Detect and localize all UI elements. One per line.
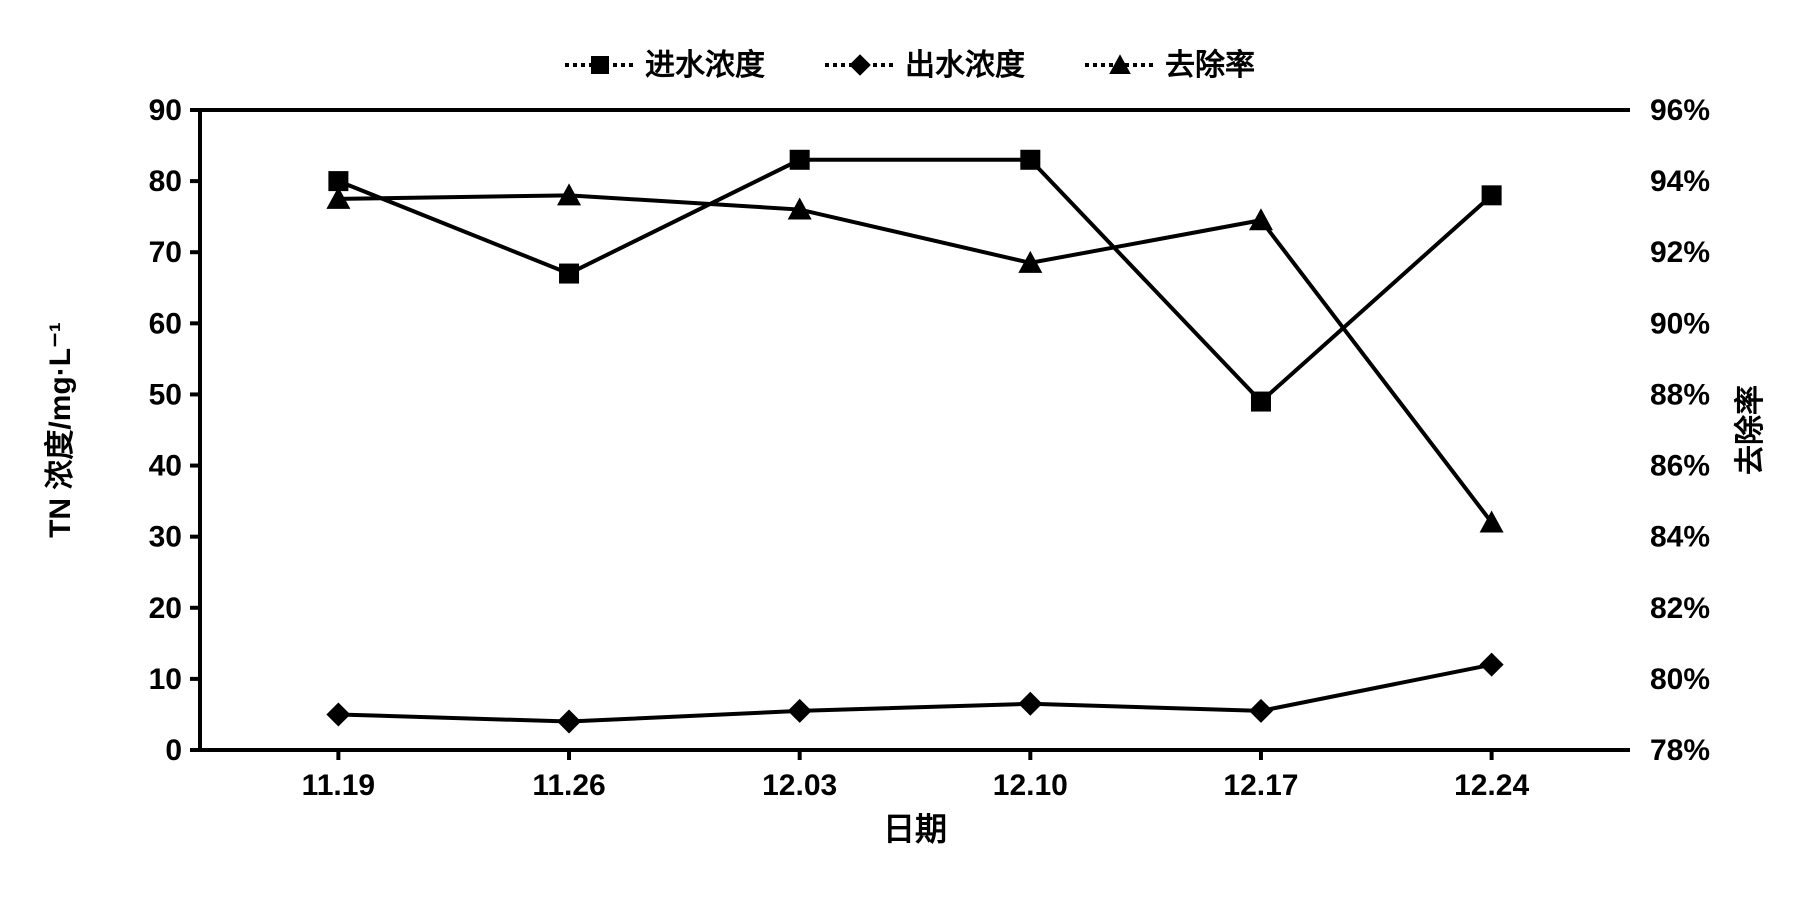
y-right-tick-label: 94%: [1650, 165, 1710, 198]
x-tick-label: 12.24: [1454, 769, 1529, 802]
y-left-tick-label: 30: [149, 521, 182, 554]
y-left-axis-label: TN 浓度/mg·L⁻¹: [44, 322, 77, 538]
y-left-tick-label: 40: [149, 450, 182, 483]
y-right-tick-label: 88%: [1650, 378, 1710, 411]
x-tick-label: 11.26: [532, 769, 605, 802]
y-left-tick-label: 70: [149, 236, 182, 269]
x-axis-label: 日期: [883, 811, 947, 847]
y-right-tick-label: 90%: [1650, 307, 1710, 340]
y-right-tick-label: 80%: [1650, 663, 1710, 696]
y-left-tick-label: 50: [149, 378, 182, 411]
chart-container: 0 10 20 30 40 50 60 70 80 90 TN 浓度/mg·L⁻¹ 78% 80% 82%…: [20, 20, 1819, 887]
x-tick-label: 11.19: [302, 769, 375, 802]
y-left-tick-label: 20: [149, 592, 182, 625]
y-left-tick-label: 80: [149, 165, 182, 198]
line-chart: 0 10 20 30 40 50 60 70 80 90 TN 浓度/mg·L⁻¹ 78% 80% 82%…: [20, 20, 1819, 887]
legend-label: 去除率: [1165, 48, 1255, 82]
y-right-axis-label: 去除率: [1733, 385, 1767, 475]
y-left-tick-label: 0: [165, 734, 182, 767]
x-tick-label: 12.17: [1223, 769, 1298, 802]
y-left-tick-label: 90: [149, 94, 182, 127]
legend-label: 出水浓度: [905, 49, 1025, 82]
y-right-tick-label: 84%: [1650, 521, 1710, 554]
legend-label: 进水浓度: [645, 49, 765, 82]
y-right-tick-label: 92%: [1650, 236, 1710, 269]
x-tick-label: 12.10: [993, 769, 1068, 802]
y-right-tick-label: 86%: [1650, 450, 1710, 483]
y-right-tick-label: 96%: [1650, 94, 1710, 127]
y-left-tick-label: 60: [149, 307, 182, 340]
y-right-tick-label: 78%: [1650, 734, 1710, 767]
y-right-tick-label: 82%: [1650, 592, 1710, 625]
x-tick-label: 12.03: [762, 769, 837, 802]
y-left-tick-label: 10: [149, 663, 182, 696]
